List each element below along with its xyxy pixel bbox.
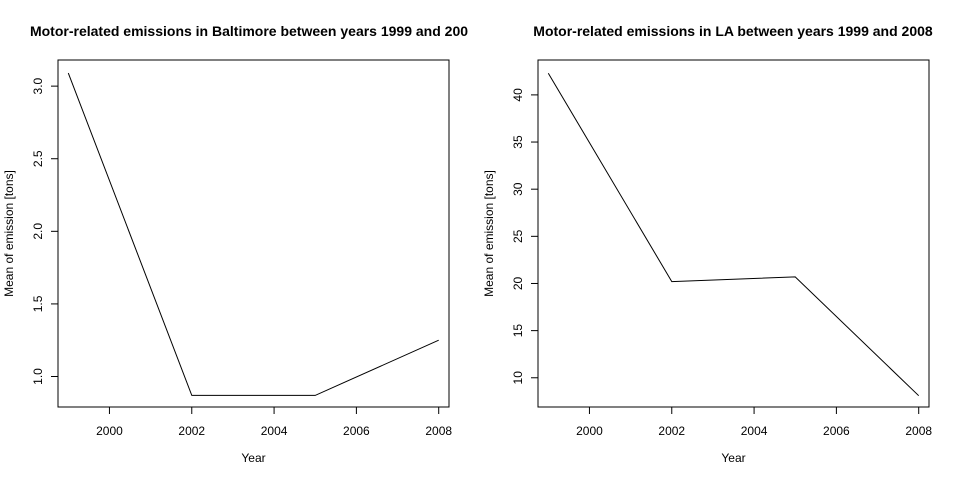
x-tick-label: 2002 xyxy=(658,424,685,438)
y-tick-label: 25 xyxy=(511,229,525,243)
x-tick-label: 2006 xyxy=(823,424,850,438)
y-axis-label: Mean of emission [tons] xyxy=(482,170,496,297)
plot-frame xyxy=(537,59,930,408)
x-axis-label: Year xyxy=(241,451,265,465)
x-tick-label: 2004 xyxy=(741,424,768,438)
chart-title: Motor-related emissions in Baltimore bet… xyxy=(30,23,468,39)
x-tick-label: 2000 xyxy=(96,424,123,438)
baltimore-chart: Motor-related emissions in Baltimore bet… xyxy=(2,23,468,465)
plot-frame xyxy=(57,59,450,408)
y-axis-label: Mean of emission [tons] xyxy=(2,170,16,297)
x-tick-label: 2008 xyxy=(905,424,932,438)
y-tick-label: 15 xyxy=(511,324,525,338)
y-tick-label: 20 xyxy=(511,276,525,290)
x-tick-label: 2002 xyxy=(178,424,205,438)
y-tick-label: 30 xyxy=(511,182,525,196)
x-tick-label: 2006 xyxy=(343,424,370,438)
x-tick-label: 2004 xyxy=(261,424,288,438)
y-tick-label: 35 xyxy=(511,135,525,149)
y-tick-label: 3.0 xyxy=(31,77,45,94)
series-line xyxy=(67,72,439,396)
chart-title: Motor-related emissions in LA between ye… xyxy=(533,23,933,39)
series-line xyxy=(547,72,920,397)
y-tick-label: 1.0 xyxy=(31,368,45,385)
x-axis-label: Year xyxy=(721,451,745,465)
x-tick-label: 2008 xyxy=(425,424,452,438)
y-tick-label: 2.5 xyxy=(31,150,45,167)
y-tick-label: 40 xyxy=(511,88,525,102)
la-chart: Motor-related emissions in LA between ye… xyxy=(482,23,933,465)
y-tick-label: 10 xyxy=(511,371,525,385)
x-tick-label: 2000 xyxy=(576,424,603,438)
y-tick-label: 1.5 xyxy=(31,295,45,312)
y-tick-label: 2.0 xyxy=(31,223,45,240)
